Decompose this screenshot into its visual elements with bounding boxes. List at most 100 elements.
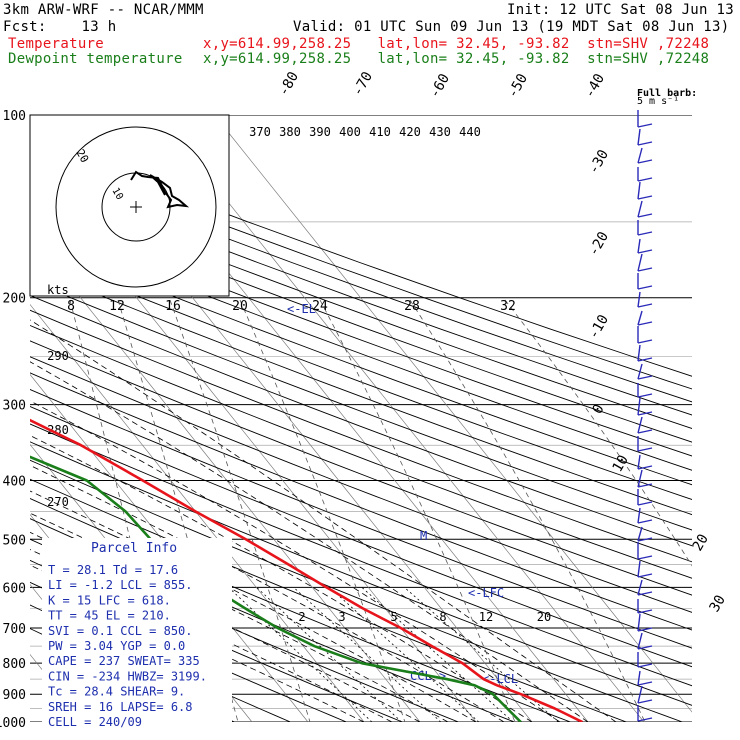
dry-adiabat-line (30, 441, 692, 706)
mixing-ratio-label: 20 (537, 610, 551, 624)
wind-barb (637, 469, 653, 488)
theta-e-label: 270 (47, 495, 69, 509)
pressure-tick-label: 600 (3, 581, 26, 596)
moist-adiabat-line (30, 400, 561, 722)
dewpoint-location-info: x,y=614.99,258.25 lat,lon= 32.45, -93.82… (203, 51, 710, 67)
wind-barb (637, 560, 653, 578)
wind-barb (637, 652, 653, 668)
parcel-info-title: Parcel Info (91, 541, 177, 556)
theta-label: 370 (249, 125, 271, 139)
dry-adiabat-line (30, 149, 692, 390)
temperature-profile-line (30, 418, 583, 722)
parcel-info-row: K = 15 LFC = 618. (48, 593, 171, 607)
moist-adiabat-line (30, 361, 589, 722)
m-marker-label: M (420, 529, 427, 543)
mixing-ratio-line (404, 587, 559, 722)
wind-barb (637, 273, 653, 290)
mixing-ratio-line (361, 587, 514, 722)
dry-adiabat-line (30, 174, 692, 416)
wind-barb (637, 310, 653, 326)
dry-adiabat-line (30, 186, 692, 429)
mixing-ratio-line (228, 587, 373, 722)
parcel-info-row: CIN = -234 HWBZ= 3199. (48, 669, 207, 683)
mixing-ratio-line (256, 587, 402, 722)
dry-adiabat-line (30, 389, 692, 649)
wind-barb (637, 147, 653, 164)
hodo-speed-label: 12 (109, 299, 125, 314)
isotherm-tick-label: 30 (707, 592, 729, 615)
dry-adiabat-line (30, 559, 403, 722)
wind-barb (637, 436, 653, 452)
parcel-info-row: PW = 3.04 YGP = 0.0 (48, 639, 185, 653)
forecast-hour: Fcst: 13 h (3, 19, 117, 35)
isotherm-line (214, 115, 692, 713)
mixing-ratio-label: 8 (439, 610, 446, 624)
isotherm-tick-label: -60 (427, 71, 454, 101)
hodo-speed-curve (169, 299, 311, 722)
hodograph-ring-label: 20 (73, 147, 91, 165)
dewpoint-legend-label: Dewpoint temperature (8, 51, 183, 67)
isotherm-line (30, 233, 421, 722)
wind-barb (637, 128, 653, 146)
dry-adiabat-line (30, 161, 692, 403)
parcel-info-row: SREH = 16 LAPSE= 6.8 (48, 700, 193, 714)
wind-barb (637, 613, 653, 632)
wind-barb (637, 238, 653, 254)
moist-adiabat-line (30, 464, 505, 722)
pressure-tick-label: 800 (3, 657, 26, 672)
hodo-speed-label: 8 (67, 299, 75, 314)
theta-label: 420 (399, 125, 421, 139)
isotherm-tick-label: -50 (505, 71, 532, 101)
dry-adiabat-line (30, 280, 692, 531)
hodo-units-label: kts (47, 283, 69, 297)
dry-adiabat-line (30, 372, 692, 631)
hodograph-ring (55, 126, 217, 288)
mixing-ratio-label: 12 (479, 610, 493, 624)
wind-barb (637, 291, 653, 308)
wind-barb (637, 220, 653, 236)
theta-label: 380 (279, 125, 301, 139)
hodo-speed-curve (409, 299, 646, 722)
theta-label: 410 (369, 125, 391, 139)
mixing-ratio-label: 2 (298, 610, 305, 624)
dry-adiabat-line (30, 212, 692, 457)
dry-adiabat-line (30, 238, 692, 486)
pressure-tick-label: 900 (3, 688, 26, 703)
hodo-speed-label: 16 (165, 299, 181, 314)
isotherm-tick-label: 0 (590, 402, 608, 417)
dry-adiabat-line (30, 252, 692, 500)
dry-adiabat-line (30, 423, 692, 687)
theta-label: 400 (339, 125, 361, 139)
hodo-speed-label: 28 (404, 299, 420, 314)
moist-adiabat-line (30, 319, 617, 722)
isotherm-tick-label: -40 (582, 71, 609, 101)
hodo-speed-curve (117, 299, 239, 722)
dry-adiabat-line (30, 199, 692, 443)
hodo-speed-label: 24 (312, 299, 328, 314)
dry-adiabat-line (30, 294, 692, 547)
dry-adiabat-line (30, 340, 692, 596)
isotherm-tick-label: 20 (690, 531, 712, 554)
wind-barb (637, 542, 653, 560)
wind-barb (637, 326, 653, 344)
theta-e-label: 290 (47, 349, 69, 363)
wind-barb (637, 454, 653, 470)
hodo-speed-curve (504, 299, 692, 567)
parcel-info-row: SVI = 0.1 CCL = 850. (48, 624, 193, 638)
parcel-info-panel (42, 538, 232, 728)
el-marker-label: <-EL (287, 302, 316, 316)
parcel-info-row: Tc = 28.4 SHEAR= 9. (48, 685, 185, 699)
wind-barb (637, 507, 653, 524)
pressure-tick-label: 100 (3, 109, 26, 124)
mixing-ratio-line (293, 587, 442, 722)
dry-adiabat-line (30, 225, 692, 471)
wind-barb (637, 685, 653, 704)
isotherm-tick-label: -20 (586, 229, 613, 259)
wind-barb (637, 181, 653, 200)
wind-barb (637, 200, 653, 218)
dry-adiabat-line (30, 138, 692, 377)
hodo-speed-curve (319, 299, 516, 722)
theta-label: 430 (429, 125, 451, 139)
isotherm-line (30, 303, 365, 722)
